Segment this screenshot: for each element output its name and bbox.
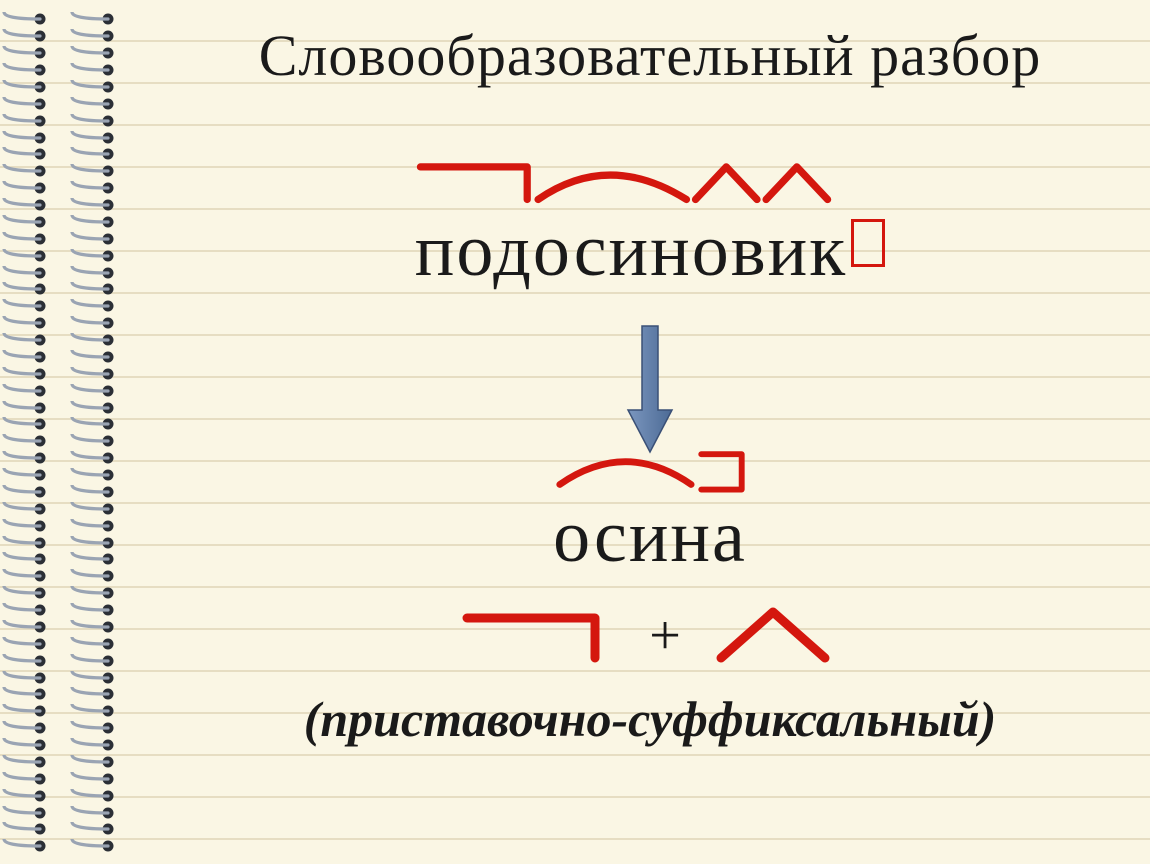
word2-morpheme-marks	[553, 443, 747, 499]
spiral-ring	[0, 451, 140, 463]
spiral-ring	[0, 114, 140, 126]
spiral-ring	[0, 249, 140, 261]
paper-background: Словообразовательный разбор подосиновик	[0, 0, 1150, 864]
arrow-down-icon	[626, 324, 674, 454]
spiral-ring	[0, 181, 140, 193]
spiral-ring	[0, 822, 140, 834]
spiral-ring	[0, 282, 140, 294]
formula-row: +	[150, 604, 1150, 668]
spiral-ring	[0, 654, 140, 666]
word1-zero-ending-box	[851, 219, 885, 267]
spiral-ring	[0, 603, 140, 615]
spiral-ring	[0, 434, 140, 446]
spiral-ring	[0, 350, 140, 362]
spiral-ring	[0, 417, 140, 429]
spiral-ring	[0, 29, 140, 41]
spiral-ring	[0, 333, 140, 345]
spiral-ring	[0, 772, 140, 784]
spiral-ring	[0, 266, 140, 278]
spiral-ring	[0, 97, 140, 109]
spiral-ring	[0, 789, 140, 801]
spiral-ring	[0, 232, 140, 244]
word2-text: осина	[553, 496, 747, 578]
spiral-ring	[0, 316, 140, 328]
spiral-ring	[0, 721, 140, 733]
spiral-ring	[0, 839, 140, 851]
spiral-binding	[0, 0, 150, 864]
prefix-shape-icon	[459, 604, 619, 668]
suffix-shape-icon	[711, 604, 841, 668]
spiral-ring	[0, 569, 140, 581]
word1-text: подосиновик	[415, 210, 848, 292]
spiral-ring	[0, 687, 140, 699]
spiral-ring	[0, 738, 140, 750]
spiral-ring	[0, 384, 140, 396]
spiral-ring	[0, 299, 140, 311]
spiral-ring	[0, 131, 140, 143]
spiral-ring	[0, 637, 140, 649]
spiral-ring	[0, 468, 140, 480]
word1-container: подосиновик	[415, 209, 886, 294]
plus-sign: +	[649, 604, 681, 668]
spiral-ring	[0, 671, 140, 683]
spiral-ring	[0, 519, 140, 531]
method-label: (приставочно-суффиксальный)	[150, 690, 1150, 748]
spiral-ring	[0, 46, 140, 58]
spiral-ring	[0, 147, 140, 159]
spiral-ring	[0, 80, 140, 92]
spiral-ring	[0, 215, 140, 227]
spiral-ring	[0, 164, 140, 176]
spiral-ring	[0, 12, 140, 24]
spiral-ring	[0, 198, 140, 210]
word1-morpheme-marks	[415, 157, 886, 213]
spiral-ring	[0, 704, 140, 716]
spiral-ring	[0, 586, 140, 598]
spiral-ring	[0, 367, 140, 379]
content-area: Словообразовательный разбор подосиновик	[150, 0, 1150, 864]
spiral-ring	[0, 401, 140, 413]
word2-container: осина	[553, 495, 747, 580]
spiral-ring	[0, 502, 140, 514]
spiral-ring	[0, 63, 140, 75]
spiral-ring	[0, 485, 140, 497]
spiral-ring	[0, 806, 140, 818]
spiral-ring	[0, 536, 140, 548]
spiral-ring	[0, 755, 140, 767]
spiral-ring	[0, 620, 140, 632]
page-title: Словообразовательный разбор	[150, 22, 1150, 89]
spiral-ring	[0, 552, 140, 564]
